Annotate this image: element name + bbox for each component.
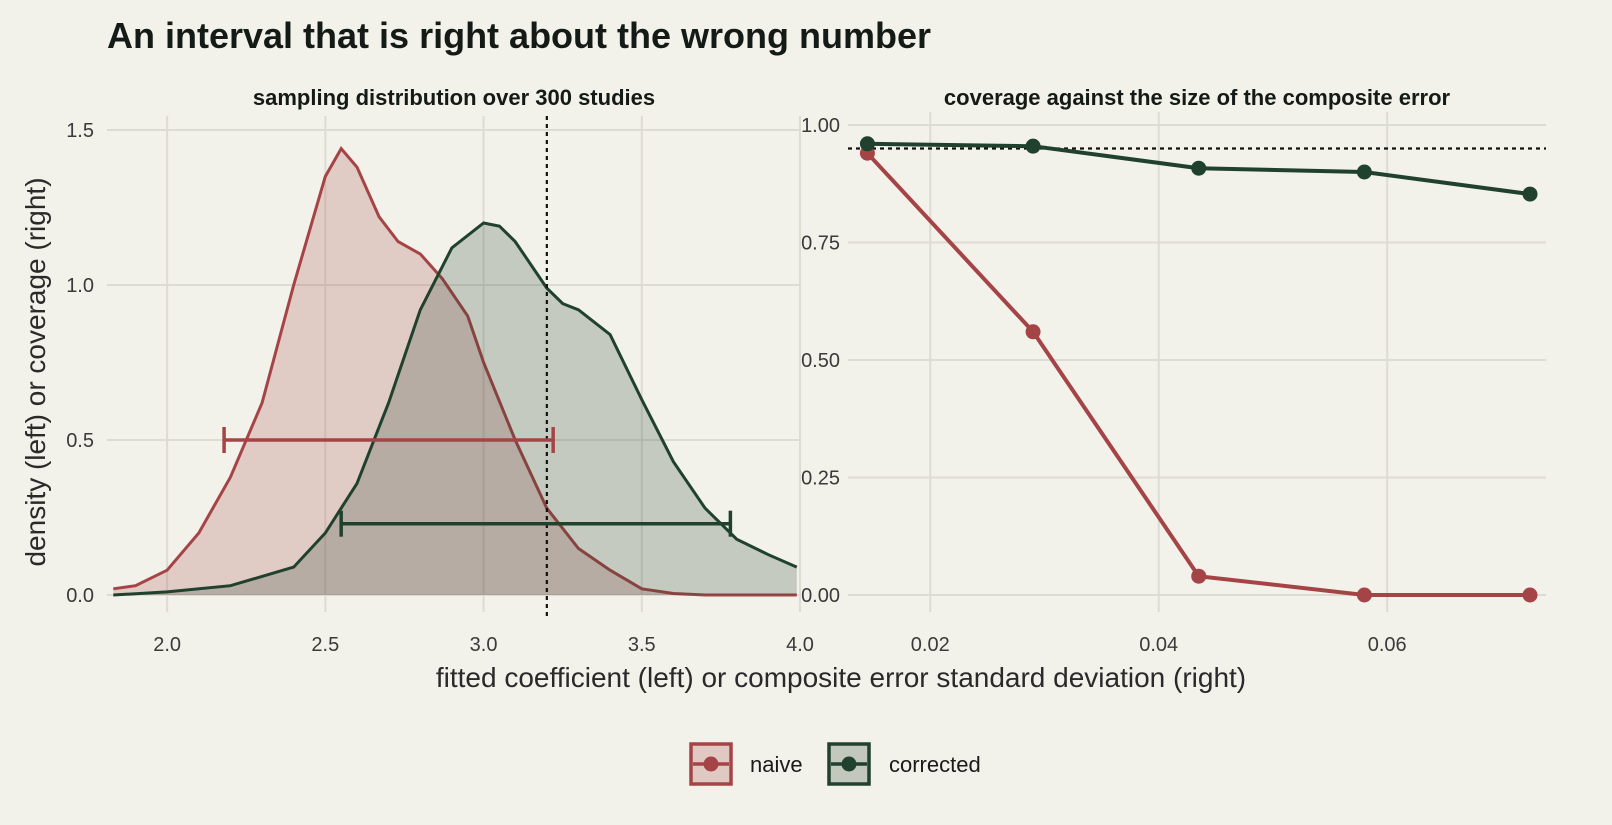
right-coverage-points — [859, 136, 1538, 603]
density-area-naive — [113, 148, 797, 595]
left-x-tick-labels: 2.0 2.5 3.0 3.5 4.0 — [153, 634, 814, 656]
left-x-tick-label: 4.0 — [786, 634, 814, 656]
left-y-tick-label: 1.5 — [66, 120, 94, 142]
left-panel: sampling distribution over 300 studies 2… — [66, 85, 814, 656]
left-y-tick-label: 0.0 — [66, 585, 94, 607]
coverage-point-naive — [1025, 324, 1041, 340]
right-y-tick-label: 0.75 — [801, 233, 840, 255]
left-x-tick-label: 3.0 — [470, 634, 498, 656]
chart-title: An interval that is right about the wron… — [107, 15, 931, 56]
coverage-line-naive — [865, 151, 1530, 597]
coverage-point-corrected — [1191, 160, 1207, 176]
density-area-corrected — [113, 223, 797, 595]
coverage-point-corrected — [859, 136, 875, 152]
coverage-point-naive — [1191, 568, 1207, 584]
right-y-tick-label: 0.50 — [801, 350, 840, 372]
coverage-point-corrected — [1025, 138, 1041, 154]
right-x-tick-label: 0.02 — [911, 634, 950, 656]
left-y-tick-labels: 0.0 0.5 1.0 1.5 — [66, 120, 94, 607]
left-x-tick-label: 2.0 — [153, 634, 181, 656]
legend-key-point-corrected — [841, 756, 857, 772]
right-x-tick-label: 0.04 — [1139, 634, 1178, 656]
right-y-tick-label: 0.25 — [801, 468, 840, 490]
density-curve-corrected — [113, 221, 798, 597]
right-x-tick-label: 0.06 — [1368, 634, 1407, 656]
coverage-point-naive — [1522, 587, 1538, 603]
legend-label-naive: naive — [750, 752, 803, 777]
coverage-point-corrected — [1356, 164, 1372, 180]
legend: naive corrected — [689, 742, 981, 786]
density-curve-naive — [113, 145, 797, 597]
right-y-tick-label: 0.00 — [801, 585, 840, 607]
left-panel-title: sampling distribution over 300 studies — [253, 85, 655, 110]
left-x-tick-label: 3.5 — [628, 634, 656, 656]
coverage-point-naive — [1356, 587, 1372, 603]
left-y-tick-label: 1.0 — [66, 275, 94, 297]
right-gridlines — [848, 112, 1546, 612]
right-y-tick-labels: 0.00 0.25 0.50 0.75 1.00 — [801, 115, 840, 607]
y-axis-title: density (left) or coverage (right) — [20, 177, 51, 566]
right-coverage-lines — [865, 141, 1531, 597]
coverage-point-corrected — [1522, 186, 1538, 202]
right-panel-title: coverage against the size of the composi… — [944, 85, 1451, 110]
left-intervals — [222, 427, 733, 537]
right-y-tick-label: 1.00 — [801, 115, 840, 137]
right-panel: coverage against the size of the composi… — [801, 85, 1546, 656]
x-axis-title: fitted coefficient (left) or composite e… — [436, 662, 1246, 693]
legend-label-corrected: corrected — [889, 752, 981, 777]
right-x-tick-labels: 0.02 0.04 0.06 — [911, 634, 1407, 656]
legend-key-point-naive — [703, 756, 719, 772]
left-y-tick-label: 0.5 — [66, 430, 94, 452]
left-density-areas — [113, 145, 798, 597]
left-x-tick-label: 2.5 — [311, 634, 339, 656]
